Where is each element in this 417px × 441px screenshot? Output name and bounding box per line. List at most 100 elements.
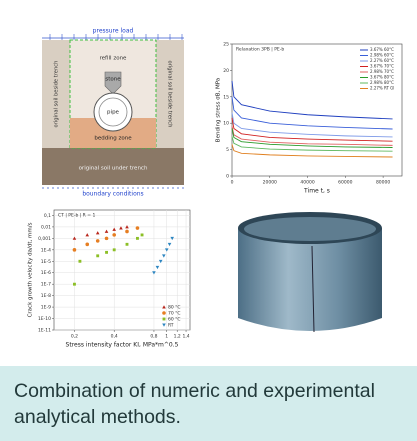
series-line [231, 136, 393, 152]
scatter-point [125, 242, 129, 246]
legend-label: 2.98% 80°C [370, 80, 394, 85]
scatter-point [164, 248, 169, 252]
scatter-point [158, 259, 163, 264]
y-tick-label: 25 [223, 42, 229, 48]
x-axis-label: Time t, s [303, 188, 330, 195]
x-tick-label: 1 [165, 334, 168, 340]
diagram-label: original soil beside trench [167, 61, 173, 128]
scatter-point [152, 271, 156, 275]
scatter-point [78, 259, 82, 263]
legend-label: 70 °C [168, 311, 181, 317]
pipe-inside [244, 217, 376, 241]
y-axis-label: Crack growth velocity da/dt, mm/s [28, 222, 34, 317]
legend-label: 60 °C [168, 317, 181, 323]
diagram-label: refill zone [100, 56, 128, 62]
x-tick-label: 0,8 [150, 334, 157, 340]
scatter-point [125, 229, 129, 234]
legend-label: 2.27% 60°C [370, 58, 394, 63]
pipe-crack [311, 245, 315, 333]
scatter-point [95, 239, 100, 243]
pipe-photo [238, 212, 382, 333]
y-tick-label: 1E-8 [41, 293, 51, 299]
trench-diagram: pressure load refill zone stone pipe bed… [42, 28, 184, 198]
diagram-label: original soil beside trench [54, 61, 60, 128]
figures: pressure load refill zone stone pipe bed… [0, 0, 417, 366]
series-line [231, 112, 393, 138]
x-tick-label: 40000 [300, 180, 314, 186]
scatter-point [162, 254, 166, 258]
diagram-label: pipe [107, 110, 120, 116]
legend-swatch [162, 323, 166, 327]
scatter-point [105, 250, 108, 254]
scatter-point [95, 231, 100, 235]
scatter-point [72, 236, 77, 240]
y-tick-label: 1E-7 [41, 282, 51, 288]
scatter-point [85, 233, 90, 237]
legend-swatch [162, 311, 166, 315]
caption: Combination of numeric and experimental … [14, 380, 375, 428]
diagram-label: stone [105, 77, 121, 83]
scatter-point [85, 242, 90, 247]
legend-label: RT [168, 323, 174, 329]
legend-label: 80 °C [168, 305, 181, 311]
scatter-point [167, 242, 172, 247]
diagram-label: bedding zone [94, 136, 132, 142]
scatter-point [112, 248, 116, 252]
diagram-label: pressure load [93, 28, 134, 35]
scatter-point [119, 226, 123, 230]
x-tick-label: 20000 [263, 180, 277, 186]
series-line [231, 117, 393, 142]
y-tick-label: 1E-10 [38, 316, 51, 322]
x-axis-label: Stress intensity factor KI, MPa*m^0.5 [66, 342, 179, 349]
scatter-point [96, 254, 100, 258]
pipe-inner [98, 97, 128, 127]
chart-title: Relaxation 3PB | PE-b [236, 47, 284, 53]
scatter-point [112, 233, 117, 237]
series-line [231, 144, 393, 158]
load-arrows [49, 34, 183, 40]
x-tick-label: 80000 [376, 180, 390, 186]
x-tick-label: 1,4 [182, 334, 189, 340]
y-tick-label: 0,001 [38, 236, 51, 242]
legend-label: 3.67% 60°C [370, 47, 394, 52]
x-tick-label: 1,2 [174, 334, 181, 340]
stone-shape [104, 71, 122, 95]
y-tick-label: 10 [223, 121, 229, 127]
series-line [231, 80, 393, 120]
legend-label: 2.98% 70°C [370, 69, 394, 74]
diagram-label: boundary conditions [82, 191, 143, 198]
y-tick-label: 20 [223, 68, 229, 74]
y-axis-label: Bending stress σB, MPa [216, 78, 222, 142]
plot-frame [231, 43, 403, 177]
diagram-label: original soil under trench [79, 166, 148, 172]
y-tick-label: 1E-11 [38, 328, 51, 334]
series-line [231, 128, 393, 148]
scatter-point [104, 236, 109, 241]
x-tick-label: 60000 [338, 180, 352, 186]
legend-label: 2.98% 60°C [370, 53, 394, 58]
y-tick-label: 5 [226, 147, 229, 153]
scatter-point [140, 233, 144, 237]
series-line [231, 125, 393, 146]
pipe-body [238, 216, 382, 331]
x-tick-label: 0,2 [71, 334, 78, 340]
scatter-point [170, 236, 175, 241]
scatter-point [112, 227, 117, 231]
scatter-point [125, 225, 129, 229]
y-tick-label: 1E-9 [41, 305, 51, 311]
y-tick-label: 1E-4 [41, 247, 51, 253]
y-tick-label: 0,1 [44, 213, 51, 219]
scatter-point [135, 226, 140, 230]
y-tick-label: 0,01 [41, 224, 51, 230]
soil-under [42, 148, 184, 185]
legend-label: 3.67% 80°C [370, 75, 394, 80]
legend-swatch [162, 305, 166, 309]
y-tick-label: 0 [226, 174, 229, 180]
scatter-point [104, 229, 109, 233]
legend-label: 2.27% RT Gl [370, 86, 394, 91]
y-tick-label: 15 [223, 94, 229, 100]
scatter-point [155, 265, 160, 270]
legend-label: 3.67% 70°C [370, 64, 394, 69]
y-tick-label: 1E-5 [41, 259, 51, 265]
